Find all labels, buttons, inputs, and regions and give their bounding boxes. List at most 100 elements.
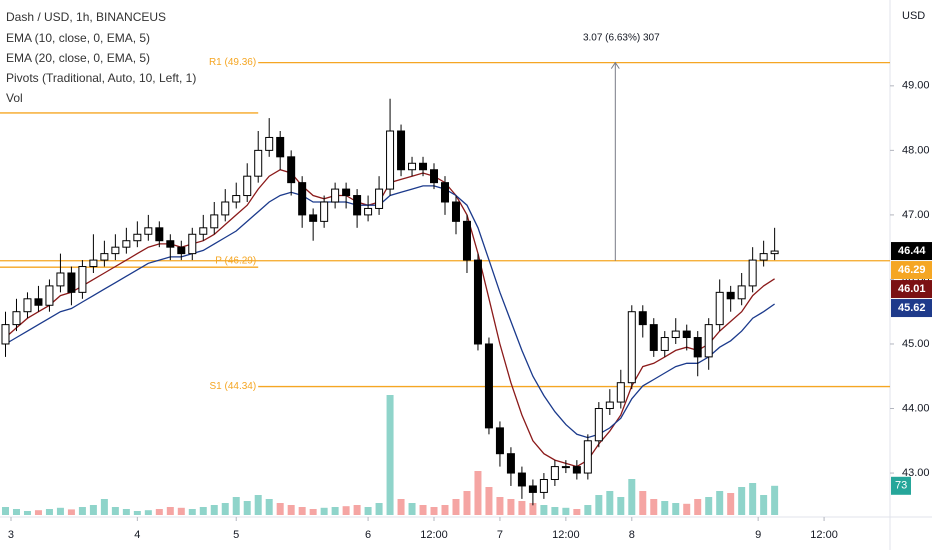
volume-bar: [144, 510, 152, 515]
volume-bar: [518, 501, 526, 515]
volume-bar: [441, 505, 449, 515]
candle: [726, 285, 735, 312]
candle: [199, 214, 208, 241]
candle: [177, 240, 186, 261]
candle: [78, 260, 87, 299]
candle: [298, 176, 307, 228]
candle-body: [210, 214, 219, 229]
volume-bar: [100, 499, 108, 515]
candle: [473, 253, 482, 351]
x-tick-label: 6: [365, 529, 371, 541]
candle-body: [441, 182, 449, 203]
candle: [594, 402, 603, 448]
candle-body: [188, 233, 197, 255]
candle-body: [397, 130, 406, 171]
candle-body: [462, 220, 471, 261]
volume-bar: [749, 483, 757, 515]
volume-bar: [243, 501, 251, 515]
volume-bar: [89, 505, 97, 515]
pivot-label: P (46.29): [215, 255, 256, 266]
candle-body: [331, 188, 340, 203]
candle: [627, 305, 636, 390]
candle-body: [550, 466, 559, 481]
candle-body: [364, 207, 373, 216]
candle: [419, 156, 428, 177]
volume-bar: [738, 487, 746, 515]
candle-body: [254, 149, 263, 177]
candle: [605, 389, 614, 415]
candle-body: [616, 382, 625, 403]
candle-body: [419, 162, 428, 171]
y-tick-label: 47.00: [902, 209, 930, 221]
volume-bar: [606, 491, 614, 515]
volume-bar: [584, 505, 592, 515]
candle-body: [726, 291, 735, 300]
indicator-label: Vol: [6, 91, 23, 105]
price-label-bg: [891, 299, 932, 318]
x-tick-label: 12:00: [552, 529, 580, 541]
candle: [342, 182, 351, 209]
candle: [495, 421, 504, 467]
volume-bar: [309, 509, 317, 515]
candle-body: [287, 156, 296, 184]
candle-body: [748, 259, 757, 287]
candle: [397, 124, 406, 177]
candle-body: [451, 201, 460, 222]
candle-body: [682, 330, 691, 339]
volume-bar: [133, 511, 141, 515]
candle-body: [67, 272, 76, 293]
volume-bar: [199, 507, 207, 515]
measure-arrow: [610, 61, 620, 69]
volume-bar: [78, 507, 86, 515]
candle-body: [243, 175, 252, 197]
volume-bar: [166, 507, 174, 515]
candle-body: [309, 214, 318, 222]
indicator-label: EMA (20, close, 0, EMA, 5): [6, 51, 150, 65]
candle: [210, 201, 219, 235]
y-tick-label: 43.00: [902, 467, 930, 479]
volume-bar: [540, 505, 548, 515]
candle: [408, 156, 417, 177]
candle: [67, 266, 76, 306]
volume-bar: [353, 505, 361, 515]
candle: [583, 434, 592, 480]
candle-body: [649, 324, 658, 351]
volume-bar: [705, 497, 713, 515]
candle: [45, 279, 54, 312]
candle: [550, 460, 559, 486]
candle: [561, 460, 570, 474]
volume-bar: [12, 509, 20, 515]
candle-body: [166, 240, 175, 248]
volume-bar: [452, 499, 460, 515]
candle-body: [583, 440, 592, 474]
volume-bar: [155, 509, 163, 515]
volume-bar: [639, 491, 647, 515]
y-tick-label: 48.00: [902, 144, 930, 156]
candle: [528, 479, 537, 506]
volume-bar: [265, 499, 273, 515]
legend: Dash / USD, 1h, BINANCEUS EMA (10, close…: [6, 10, 196, 105]
price-label: 45.62: [898, 302, 926, 314]
candle: [243, 163, 252, 202]
volume-bar: [474, 471, 482, 515]
volume-bar: [771, 485, 779, 515]
volume-bar: [386, 395, 394, 515]
volume-bar: [320, 507, 328, 515]
y-tick-label: 44.00: [902, 402, 930, 414]
candle-body: [386, 130, 395, 190]
candle: [144, 214, 153, 241]
candle: [693, 331, 702, 377]
candle: [1, 311, 10, 357]
candle: [89, 234, 98, 273]
candle: [506, 447, 515, 486]
candle-body: [144, 227, 153, 235]
candle: [221, 189, 230, 222]
candle: [331, 182, 340, 209]
candle-body: [199, 227, 208, 235]
candle: [770, 227, 779, 261]
x-tick-label: 4: [134, 529, 140, 541]
candle-body: [638, 311, 647, 326]
volume-bar: [254, 495, 262, 515]
indicator-label: Pivots (Traditional, Auto, 10, Left, 1): [6, 71, 196, 85]
